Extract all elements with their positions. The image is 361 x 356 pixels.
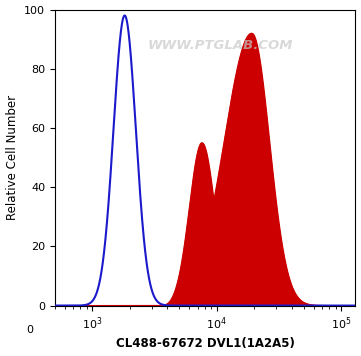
Y-axis label: Relative Cell Number: Relative Cell Number xyxy=(5,95,18,220)
Text: 0: 0 xyxy=(26,325,33,335)
X-axis label: CL488-67672 DVL1(1A2A5): CL488-67672 DVL1(1A2A5) xyxy=(116,337,295,350)
Text: WWW.PTGLAB.COM: WWW.PTGLAB.COM xyxy=(148,38,293,52)
